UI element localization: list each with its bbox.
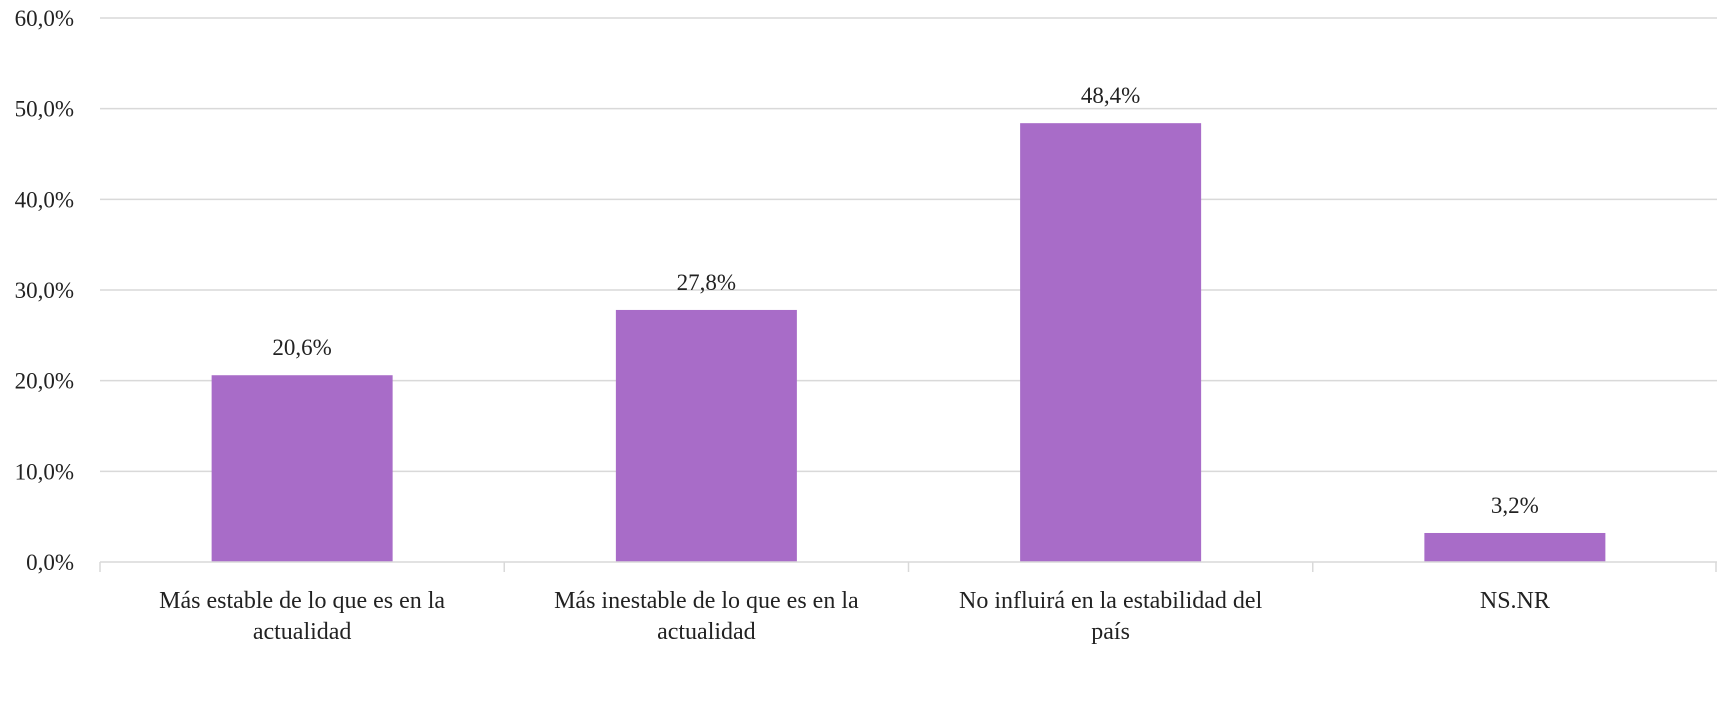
- data-label: 20,6%: [272, 335, 331, 360]
- data-labels: 20,6% 27,8% 48,4% 3,2%: [272, 83, 1538, 518]
- y-tick-label: 10,0%: [15, 459, 74, 484]
- data-label: 48,4%: [1081, 83, 1140, 108]
- x-axis: [99, 561, 1717, 572]
- x-category-label: Más inestable de lo que es en la: [554, 588, 859, 614]
- y-tick-label: 60,0%: [15, 6, 74, 31]
- bar: [1424, 532, 1606, 562]
- x-axis-category-labels: Más estable de lo que es en la actualidad…: [159, 588, 1550, 645]
- x-category-label: No influirá en la estabilidad del: [959, 588, 1263, 614]
- y-tick-label: 50,0%: [15, 97, 74, 122]
- y-tick-label: 40,0%: [15, 187, 74, 212]
- y-tick-label: 0,0%: [26, 550, 74, 575]
- x-category-label: país: [1091, 619, 1130, 645]
- x-category-label: Más estable de lo que es en la: [159, 588, 445, 614]
- y-tick-label: 30,0%: [15, 278, 74, 303]
- y-tick-label: 20,0%: [15, 369, 74, 394]
- x-category-label: actualidad: [253, 619, 352, 645]
- data-label: 3,2%: [1491, 493, 1539, 518]
- x-category-label: NS.NR: [1480, 588, 1550, 614]
- x-category-label: actualidad: [657, 619, 756, 645]
- data-label: 27,8%: [677, 270, 736, 295]
- bar: [615, 309, 797, 562]
- y-axis-tick-labels: 0,0% 10,0% 20,0% 30,0% 40,0% 50,0% 60,0%: [15, 6, 74, 575]
- bar: [1020, 123, 1202, 562]
- bar: [211, 375, 393, 562]
- bars: [211, 123, 1606, 562]
